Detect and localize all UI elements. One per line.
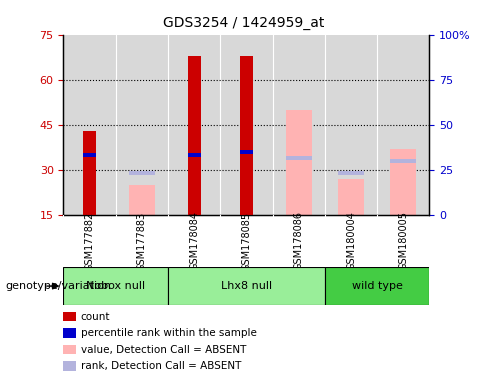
Bar <box>83 131 96 215</box>
Bar <box>390 159 416 163</box>
Text: GSM177882: GSM177882 <box>84 211 95 271</box>
Bar <box>325 267 429 305</box>
Text: GDS3254 / 1424959_at: GDS3254 / 1424959_at <box>163 16 325 30</box>
Text: Nobox null: Nobox null <box>86 281 145 291</box>
Bar <box>338 171 364 175</box>
Bar <box>240 150 253 154</box>
Text: GSM178086: GSM178086 <box>294 212 304 270</box>
Text: GSM177883: GSM177883 <box>137 212 147 270</box>
Bar <box>338 179 364 215</box>
Bar <box>187 56 201 215</box>
Text: GSM178084: GSM178084 <box>189 212 199 270</box>
Text: percentile rank within the sample: percentile rank within the sample <box>81 328 256 338</box>
Text: value, Detection Call = ABSENT: value, Detection Call = ABSENT <box>81 345 246 355</box>
Bar <box>240 56 253 215</box>
Bar <box>285 110 312 215</box>
Bar <box>63 267 168 305</box>
Bar <box>129 185 155 215</box>
Text: GSM178085: GSM178085 <box>242 212 251 270</box>
Text: GSM180005: GSM180005 <box>398 212 408 270</box>
Text: GSM180004: GSM180004 <box>346 212 356 270</box>
Text: rank, Detection Call = ABSENT: rank, Detection Call = ABSENT <box>81 361 241 371</box>
Text: genotype/variation: genotype/variation <box>5 281 111 291</box>
Bar <box>168 267 325 305</box>
Bar <box>187 153 201 157</box>
Text: count: count <box>81 312 110 322</box>
Text: Lhx8 null: Lhx8 null <box>221 281 272 291</box>
Bar <box>390 149 416 215</box>
Bar <box>129 171 155 175</box>
Bar <box>285 156 312 160</box>
Text: wild type: wild type <box>352 281 403 291</box>
Bar <box>83 153 96 157</box>
